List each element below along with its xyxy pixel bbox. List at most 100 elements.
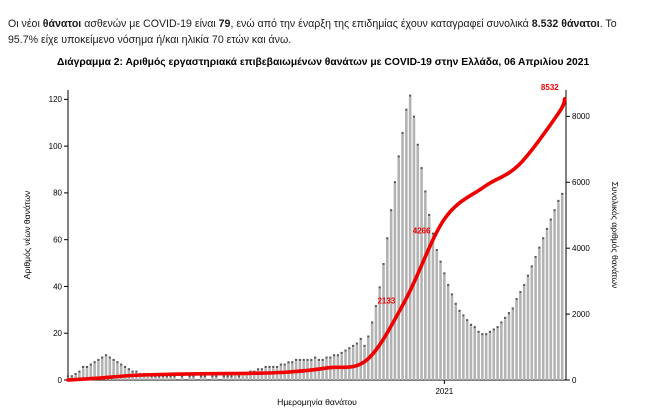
bar-top-dot [504,316,507,319]
bar-top-dot [382,263,385,266]
bar [237,377,241,380]
bar [408,97,412,381]
bar-top-dot [340,351,343,355]
bar [180,377,184,380]
bar-top-dot [211,375,214,378]
bar-top-dot [439,260,442,263]
annotation-final: 8532 [541,83,559,92]
bar-top-dot [492,328,495,331]
bar [427,216,431,380]
bar [496,328,499,380]
bar-top-dot [112,358,115,362]
deaths-chart: 0 20 40 60 80 100 120 0 2000 4000 6000 8000 2133 4266… [22,83,620,407]
bar [203,377,207,380]
bar [534,258,537,380]
y-right-tick-label: 4000 [572,244,590,253]
bar-top-dot [256,368,260,371]
bar-top-dot [291,361,294,364]
bar [169,377,172,380]
bar [538,249,541,380]
bar-top-dot [287,361,290,364]
bar-top-dot [306,358,309,362]
bar-top-dot [82,365,85,369]
x-axis-label: Ημερομηνία θανάτου [277,397,357,407]
bar [89,365,93,380]
bar-top-dot [264,365,267,369]
bar [503,319,507,380]
y-left-tick-label: 100 [49,142,63,151]
bar [405,111,408,380]
bar-top-dot [469,323,473,327]
bar [488,333,492,380]
bar [416,146,420,380]
bar [553,211,556,380]
bar-top-dot [97,358,100,362]
bar [173,377,176,380]
bar [161,377,165,380]
bar-top-dot [378,286,381,289]
bar [348,349,351,380]
bar-top-dot [545,227,549,231]
bar [481,335,484,380]
bar [321,361,325,380]
bar-top-dot [412,115,416,118]
bar-top-dot [120,363,123,366]
bar-top-dot [367,335,370,338]
bar-top-dot [226,375,229,378]
bar [233,375,237,380]
bar [359,340,363,380]
bar-top-dot [348,347,351,350]
bar-top-dot [374,305,378,308]
bar [188,377,191,380]
bar-top-dot [496,326,499,329]
bar-top-dot [352,344,355,348]
bar-top-dot [302,358,305,362]
bar-top-dot [355,342,359,345]
bar-top-dot [123,365,127,369]
bar-top-dot [458,309,461,312]
intro-segment: ασθενών με COVID-19 είναι [81,17,219,30]
bar-top-dot [500,321,503,324]
bar [420,169,423,380]
bar [165,377,169,380]
bar-top-dot [443,272,446,275]
bar-top-dot [538,246,541,249]
bar-top-dot [416,143,419,146]
bar [473,328,477,380]
bar-top-dot [310,358,313,362]
bar [329,358,332,380]
bar [458,312,461,380]
intro-segment: , ενώ από την έναρξη της επιδημίας έχουν… [230,17,532,30]
bar [515,300,518,380]
y-left-tick-label: 20 [53,329,62,338]
bar-top-dot [420,167,423,170]
annotation: 2133 [377,297,395,306]
bar-top-dot [329,356,332,359]
bar-top-dot [101,356,104,359]
bar [351,347,355,380]
bar-top-dot [542,237,545,240]
bar [541,239,545,380]
bar-top-dot [70,375,73,378]
bar [389,211,393,380]
cumulative-line [66,97,567,382]
bar [450,295,454,380]
bar [355,344,359,380]
bar [138,375,142,380]
y-left-tick-label: 40 [53,282,62,291]
bar [393,183,397,380]
bar-top-dot [557,199,560,203]
bar-top-dot [405,108,408,111]
bar-top-dot [169,375,172,378]
bar-top-dot [161,375,165,378]
bar [241,375,245,380]
bar [157,377,161,380]
bar-top-dot [104,354,108,357]
bar [477,333,480,380]
bar-top-dot [466,319,469,322]
bar-top-dot [424,190,427,193]
bar-top-dot [534,255,537,259]
intro-segment-bold: θάνατοι [42,17,82,30]
bar [492,330,496,380]
intro-segment: Οι νέοι [8,17,43,30]
